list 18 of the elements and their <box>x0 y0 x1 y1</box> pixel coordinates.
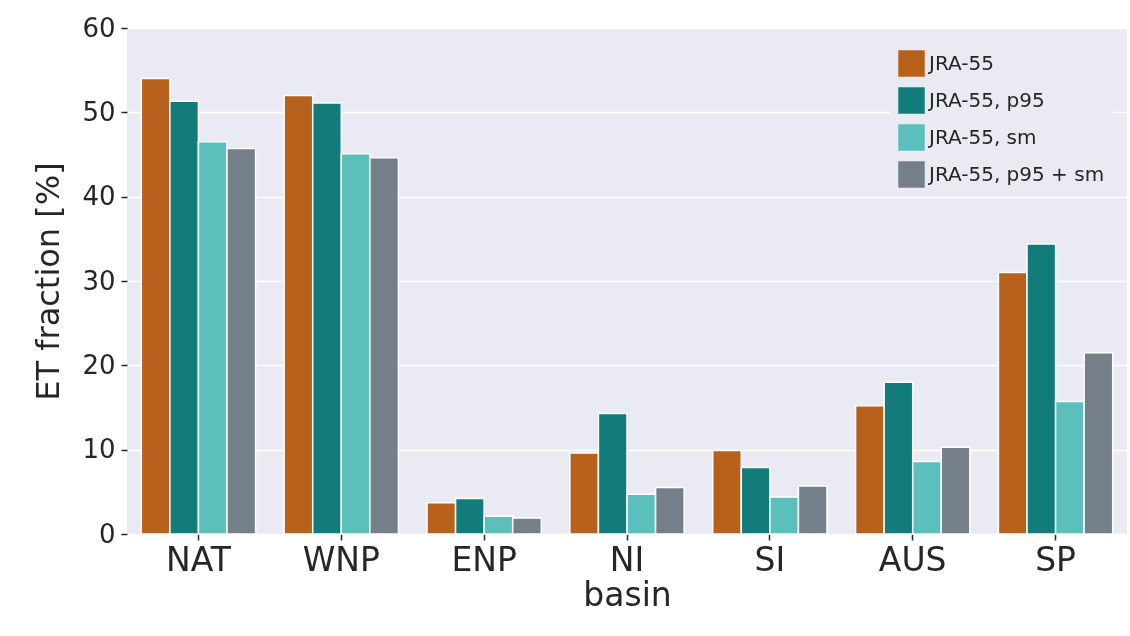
y-tick-label: 60 <box>82 12 116 43</box>
x-tick-label: ENP <box>451 539 517 579</box>
legend-label: JRA-55, sm <box>927 124 1037 149</box>
x-tick-label: SI <box>754 539 786 579</box>
y-tick-label: 50 <box>82 96 116 127</box>
y-tick-label: 30 <box>82 265 116 296</box>
legend-label: JRA-55, p95 + sm <box>927 161 1105 186</box>
y-tick-label: 10 <box>82 434 116 465</box>
legend-label: JRA-55 <box>927 50 994 75</box>
y-tick-label: 0 <box>98 518 116 549</box>
y-axis-title: ET fraction [%] <box>29 162 68 401</box>
y-tick-label: 20 <box>82 349 116 380</box>
x-tick-label: AUS <box>878 539 947 579</box>
x-tick-label: WNP <box>302 539 380 579</box>
y-tick-label: 40 <box>82 181 116 212</box>
x-tick-label: SP <box>1035 539 1076 579</box>
x-tick-label: NAT <box>166 539 232 579</box>
legend-label: JRA-55, p95 <box>927 87 1045 112</box>
